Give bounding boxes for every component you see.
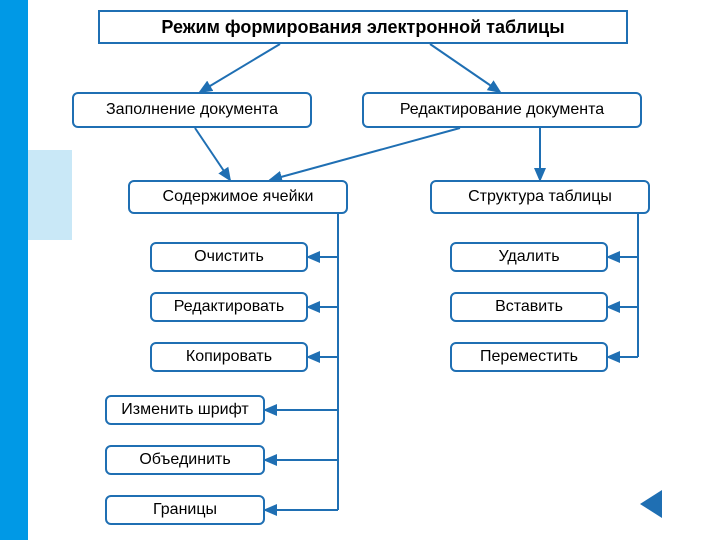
node-label: Заполнение документа [106,101,278,119]
diagram-canvas: Режим формирования электронной таблицы З… [0,0,720,540]
accent-block [28,150,72,240]
node-struct: Структура таблицы [430,180,650,214]
node-cell: Содержимое ячейки [128,180,348,214]
node-label: Очистить [194,248,264,266]
node-edit: Редактирование документа [362,92,642,128]
node-label: Удалить [498,248,559,266]
node-label: Объединить [139,451,230,469]
left-sidebar [0,0,28,540]
node-move: Переместить [450,342,608,372]
node-merge: Объединить [105,445,265,475]
node-clear: Очистить [150,242,308,272]
nav-prev-icon[interactable] [640,490,662,518]
node-borders: Границы [105,495,265,525]
node-label: Копировать [186,348,272,366]
node-label: Изменить шрифт [121,401,248,419]
node-label: Редактировать [174,298,285,316]
node-font: Изменить шрифт [105,395,265,425]
node-insert: Вставить [450,292,608,322]
node-label: Режим формирования электронной таблицы [161,17,564,38]
node-edit-cell: Редактировать [150,292,308,322]
node-label: Вставить [495,298,563,316]
node-delete: Удалить [450,242,608,272]
node-label: Границы [153,501,217,519]
node-label: Структура таблицы [468,188,612,206]
node-label: Содержимое ячейки [163,188,314,206]
node-copy: Копировать [150,342,308,372]
node-label: Редактирование документа [400,101,604,119]
node-root: Режим формирования электронной таблицы [98,10,628,44]
node-label: Переместить [480,348,578,366]
node-fill: Заполнение документа [72,92,312,128]
